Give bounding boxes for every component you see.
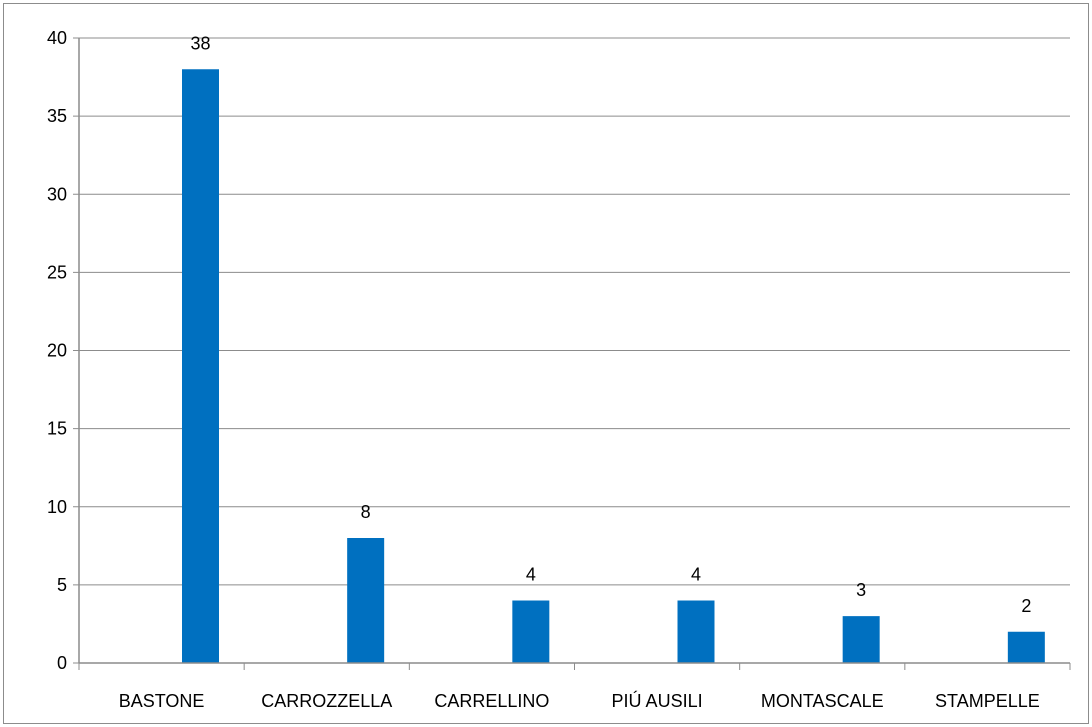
x-tick-label: STAMPELLE <box>935 691 1040 711</box>
bar <box>182 69 219 663</box>
x-tick-label: PIÚ AUSILI <box>612 690 703 711</box>
x-tick-label: CARROZZELLA <box>261 691 392 711</box>
y-tick-label: 25 <box>47 262 67 282</box>
data-label: 2 <box>1021 596 1031 616</box>
x-tick-labels: BASTONE CARROZZELLA CARRELLINO PIÚ AUSILI MO… <box>119 690 1040 711</box>
x-tick-label: CARRELLINO <box>434 691 549 711</box>
data-labels: 38 8 4 4 3 2 <box>190 33 1031 616</box>
data-label: 3 <box>856 580 866 600</box>
bar <box>347 538 385 663</box>
y-tick-label: 30 <box>47 184 67 204</box>
x-tick-label: MONTASCALE <box>761 691 884 711</box>
x-tick-label: BASTONE <box>119 691 205 711</box>
bar <box>842 616 880 663</box>
data-label: 4 <box>691 565 701 585</box>
y-tick-label: 40 <box>47 28 67 48</box>
y-tick-label: 5 <box>57 575 67 595</box>
axes <box>73 37 1071 670</box>
y-tick-label: 0 <box>57 653 67 673</box>
data-label: 38 <box>190 33 210 53</box>
bar <box>512 600 550 663</box>
bar <box>1007 631 1045 663</box>
data-label: 4 <box>526 565 536 585</box>
y-tick-label: 10 <box>47 497 67 517</box>
y-tick-label: 35 <box>47 106 67 126</box>
bars <box>182 69 1045 663</box>
y-tick-label: 20 <box>47 341 67 361</box>
y-tick-label: 15 <box>47 419 67 439</box>
data-label: 8 <box>361 502 371 522</box>
bar <box>677 600 715 663</box>
gridlines <box>79 37 1070 586</box>
y-tick-labels: 0 5 10 15 20 25 30 35 40 <box>47 28 67 673</box>
